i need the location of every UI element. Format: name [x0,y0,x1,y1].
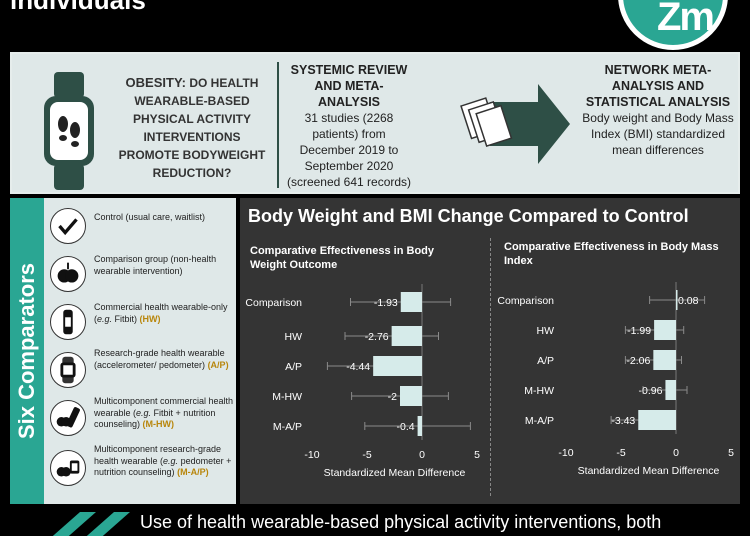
review-title: SYSTEMIC REVIEW AND META-ANALYSIS [290,63,408,109]
logo-text: Zm [657,0,715,39]
comparator-abbr: (M-HW) [142,419,175,429]
comparator-mhw: Multicomponent commercial health wearabl… [50,394,234,442]
top-summary-band: OBESITY: DO HEALTH WEARABLE-BASED PHYSIC… [10,52,740,194]
page-title: individuals [10,0,146,15]
comparator-hw: Commercial health wearable-only (e.g. Fi… [50,298,234,346]
smartwatch-icon [44,72,94,190]
data-bar [400,292,422,312]
apple-icon [50,256,86,292]
obesity-question-text: DO HEALTH WEARABLE-BASED PHYSICAL ACTIVI… [118,76,266,180]
value-label: -2.06 [626,355,650,367]
chart-title-weight: Comparative Effectiveness in Body Weight… [250,245,435,271]
comparators-title: Six Comparators [14,262,39,440]
comparator-text: Commercial health wearable-only ( [94,302,228,324]
comparators-panel: Six Comparators Control (usual care, wai… [10,198,236,504]
category-label: M-A/P [273,421,302,433]
comparator-text: Multicomponent research-grade health wea… [94,444,222,466]
x-axis-label: Standardized Mean Difference [578,465,720,477]
comparator-text-b: Fitbit) [112,313,138,324]
comparator-text: Research-grade health wearable (accelero… [94,348,225,370]
nma-body: Body weight and Body Mass Index (BMI) st… [582,111,734,157]
comparator-text-b: Fitbit + nutrition counseling) [94,407,216,430]
data-bar [373,356,422,376]
data-bar [654,320,676,340]
data-bar [391,326,422,346]
value-label: -4.44 [346,361,370,373]
comparator-abbr: (HW) [139,313,161,324]
chart-panel: Body Weight and BMI Change Compared to C… [240,198,740,504]
obesity-question: OBESITY: DO HEALTH WEARABLE-BASED PHYSIC… [112,74,272,182]
category-label: A/P [537,355,554,367]
divider [277,62,279,188]
data-bar [653,350,676,370]
comparator-abbr: (M-A/P) [177,467,209,477]
tick-label: 0 [419,449,425,461]
chart-panel-title: Body Weight and BMI Change Compared to C… [248,206,689,226]
data-bar [676,290,678,310]
eg-text: e.g. [163,455,179,466]
tick-label: 5 [728,447,734,459]
value-label: -0.4 [397,421,415,433]
data-bar [665,380,676,400]
pedometer-icon [50,352,86,388]
apple-pedometer-icon [50,450,86,486]
comparator-text-b: pedometer + nutrition counseling) [94,455,232,478]
category-label: Comparison [245,297,302,309]
data-bar [400,386,422,406]
comparator-ap: Research-grade health wearable (accelero… [50,346,234,394]
value-label: -2.76 [365,331,389,343]
journal-logo: Zm [618,0,728,50]
eg-text: e.g. [136,407,152,418]
x-axis-label: Standardized Mean Difference [324,467,466,479]
data-bar [417,416,422,436]
comparators-side-bar: Six Comparators [10,198,44,504]
checkmark-icon [50,208,86,244]
tick-label: -5 [362,449,371,461]
eg-text: e.g. [97,313,113,324]
tick-label: 5 [474,449,480,461]
apple-band-icon [50,400,86,436]
bottom-text: Use of health wearable-based physical ac… [140,512,662,532]
tick-label: 0 [673,447,679,459]
header-bar: individuals Zm [0,0,750,50]
forest-plots: Comparison -1.93 HW -2.76 A/P -4.44 M-HW -2 M-A/… [245,282,734,479]
comparator-control: Control (usual care, waitlist) [50,202,234,250]
review-body: 31 studies (2268 patients) from December… [286,111,412,189]
nma-title: NETWORK META-ANALYSIS AND STATISTICAL AN… [585,63,731,109]
bottom-banner: Use of health wearable-based physical ac… [0,508,750,536]
obesity-label: OBESITY: [125,75,186,90]
category-label: HW [285,331,303,343]
data-bar [638,410,676,430]
value-label: -0.96 [639,385,663,397]
comparator-text: Control (usual care, waitlist) [94,212,206,222]
category-label: M-HW [524,385,554,397]
category-label: M-HW [272,391,302,403]
fitness-band-icon [50,304,86,340]
tick-label: -5 [616,447,625,459]
nma-block: NETWORK META-ANALYSIS AND STATISTICAL AN… [578,62,738,158]
chart-title-bmi: Comparative Effectiveness in Body Mass I… [504,241,719,267]
value-label: -1.93 [374,297,398,309]
category-label: Comparison [497,295,554,307]
band-icon [52,512,130,536]
value-label: -3.43 [611,415,635,427]
comparator-text: Multicomponent commercial health wearabl… [94,396,234,418]
comparator-map: Multicomponent research-grade health wea… [50,444,234,492]
value-label: 0.08 [678,295,699,307]
tick-label: -10 [304,449,319,461]
tick-label: -10 [558,447,573,459]
comparator-text: Comparison group (non-health wearable in… [94,254,217,276]
comparator-comparison: Comparison group (non-health wearable in… [50,250,234,298]
value-label: -1.99 [627,325,651,337]
category-label: M-A/P [525,415,554,427]
comparator-abbr: (A/P) [207,359,229,370]
review-block: SYSTEMIC REVIEW AND META-ANALYSIS 31 stu… [284,62,414,190]
category-label: A/P [285,361,302,373]
category-label: HW [537,325,555,337]
documents-arrow-icon [460,84,570,164]
chart-divider [490,238,491,496]
value-label: -2 [388,391,397,403]
